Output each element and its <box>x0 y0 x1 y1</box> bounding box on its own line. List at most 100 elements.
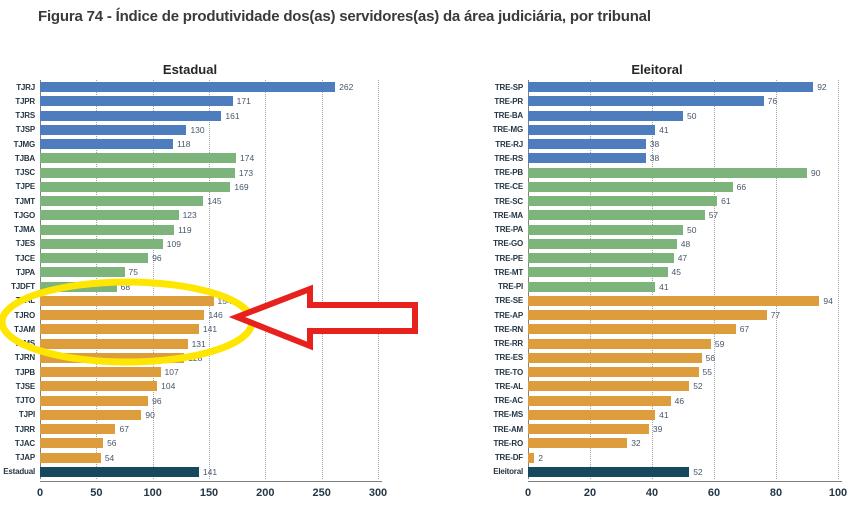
bar <box>40 224 175 235</box>
category-label: TJRR <box>14 424 35 434</box>
bar-row: TJMG 118 <box>2 137 416 151</box>
category-label: TJAM <box>14 324 35 334</box>
bar-row: TJPE 169 <box>2 180 416 194</box>
category-label: Eleitoral <box>493 467 523 477</box>
bar-row: TRE-RJ 38 <box>476 137 850 151</box>
value-label: 47 <box>677 253 688 264</box>
bar <box>528 352 702 363</box>
value-label: 154 <box>217 295 232 306</box>
category-label: TJBA <box>14 153 35 163</box>
gridline <box>321 80 323 479</box>
bar <box>40 381 158 392</box>
category-label: TJPB <box>15 367 35 377</box>
x-axis-line <box>528 481 842 482</box>
category-label: TRE-PA <box>495 225 523 235</box>
bar-row: TRE-AM 39 <box>476 422 850 436</box>
category-label: TJMS <box>14 339 35 349</box>
category-label: TJRJ <box>16 82 35 92</box>
y-axis-line <box>528 80 529 479</box>
bar <box>528 424 649 435</box>
gridline <box>838 80 839 479</box>
value-label: 146 <box>208 310 223 321</box>
category-label: TJAP <box>15 453 35 463</box>
category-label: TJPE <box>15 182 35 192</box>
value-label: 32 <box>631 438 641 449</box>
value-label: 161 <box>225 110 240 121</box>
x-tick-label: 300 <box>368 487 388 499</box>
bar <box>528 466 690 477</box>
value-label: 57 <box>708 210 719 221</box>
category-label: TJPA <box>15 267 35 277</box>
gridline <box>652 80 653 479</box>
category-label: TJRS <box>15 111 35 121</box>
category-label: TJMT <box>14 196 35 206</box>
bar <box>528 196 718 207</box>
category-label: TRE-MG <box>492 125 524 135</box>
value-label: 77 <box>770 310 781 321</box>
x-tick-label: 0 <box>524 487 532 499</box>
category-label: TRE-AL <box>494 381 523 391</box>
bar-row: TRE-AP 77 <box>476 308 850 322</box>
category-label: TRE-MT <box>493 267 523 277</box>
bar <box>40 196 204 207</box>
bar-row: TRE-TO 55 <box>476 365 850 379</box>
bar <box>40 352 185 363</box>
bar-row: TRE-RR 59 <box>476 337 850 351</box>
bar <box>528 167 807 178</box>
category-label: TRE-GO <box>493 239 523 249</box>
bar-row: TJAP 54 <box>2 451 416 465</box>
bar <box>40 424 116 435</box>
value-label: 46 <box>674 395 685 406</box>
x-tick-label: 20 <box>583 487 597 499</box>
x-tick-label: 100 <box>828 487 848 499</box>
category-label: TJMG <box>13 139 36 149</box>
plot-area-eleitoral: TRE-SP 92 TRE-PR 76 TRE-BA 50 TRE-MG 41 TRE-RJ 38… <box>476 80 850 479</box>
bar <box>528 139 646 150</box>
category-label: TRE-AC <box>493 396 523 406</box>
bar <box>40 395 149 406</box>
value-label: 169 <box>234 181 249 192</box>
bar-row: TJAL 154 <box>2 294 416 308</box>
value-label: 45 <box>671 267 681 278</box>
value-label: 48 <box>680 238 691 249</box>
bar-row: TRE-AC 46 <box>476 394 850 408</box>
bar-row: TRE-GO 48 <box>476 237 850 251</box>
category-label: TRE-SP <box>494 82 523 92</box>
bar-row: TJPR 171 <box>2 94 416 108</box>
value-label: 55 <box>702 367 712 378</box>
bar-row: TRE-ES 56 <box>476 351 850 365</box>
bar-row: TJMS 131 <box>2 337 416 351</box>
bar-row: TJPA 75 <box>2 265 416 279</box>
bar-row: TJRR 67 <box>2 422 416 436</box>
bar-row: TJMT 145 <box>2 194 416 208</box>
bar <box>528 96 764 107</box>
bar-row: TJTO 96 <box>2 394 416 408</box>
bar <box>528 153 646 164</box>
value-label: 2 <box>538 452 543 463</box>
x-tick-label: 80 <box>769 487 783 499</box>
value-label: 92 <box>817 82 827 93</box>
bar <box>528 381 690 392</box>
bar-row: TJSC 173 <box>2 166 416 180</box>
bar <box>40 238 163 249</box>
bar-row: TRE-SP 92 <box>476 80 850 94</box>
bar-row: TRE-PB 90 <box>476 166 850 180</box>
bar-row: TRE-RN 67 <box>476 322 850 336</box>
bar-row: TJAM 141 <box>2 322 416 336</box>
bar <box>528 310 767 321</box>
bar <box>528 224 683 235</box>
bar-row: TJRO 146 <box>2 308 416 322</box>
bar <box>528 395 671 406</box>
bar-row: TJPI 90 <box>2 408 416 422</box>
gridline <box>714 80 715 479</box>
value-label: 67 <box>119 424 129 435</box>
bar-row: TRE-AL 52 <box>476 379 850 393</box>
value-label: 61 <box>721 196 731 207</box>
x-tick-label: 100 <box>143 487 162 499</box>
bar <box>40 139 173 150</box>
bar <box>40 281 117 292</box>
bar <box>528 82 814 93</box>
gridline <box>776 80 777 479</box>
value-label: 52 <box>693 381 703 392</box>
value-label: 96 <box>152 253 162 264</box>
